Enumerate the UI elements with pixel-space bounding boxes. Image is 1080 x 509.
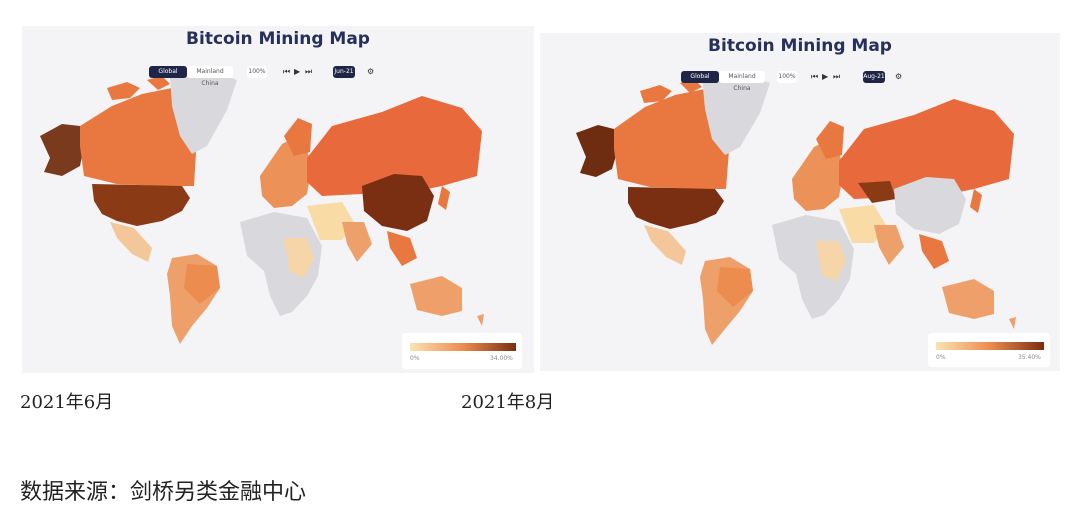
tab-mainland-china[interactable]: Mainland China [719, 71, 765, 92]
region-greenland [170, 70, 237, 154]
region-russia[interactable] [839, 99, 1014, 199]
region-alaska[interactable] [576, 125, 618, 177]
region-alaska[interactable] [40, 124, 84, 176]
map-title: Bitcoin Mining Map [186, 29, 370, 49]
region-united-states[interactable] [628, 187, 724, 229]
legend-min-label: 0% [936, 354, 946, 361]
region-kazakhstan[interactable] [858, 181, 896, 203]
legend-max-label: 35.40% [1018, 354, 1041, 361]
play-icon[interactable]: ▶ [294, 67, 301, 76]
map-panel-august: Bitcoin Mining Map Global Mainland China… [540, 33, 1060, 371]
region-china[interactable] [894, 177, 966, 234]
region-southeast-asia[interactable] [387, 231, 417, 266]
region-india[interactable] [874, 225, 904, 265]
world-map-august [576, 73, 1016, 345]
skip-back-icon[interactable]: ⏮ [811, 72, 819, 81]
zoom-level[interactable]: 100% [777, 71, 797, 83]
legend-min-label: 0% [410, 355, 420, 362]
map-title: Bitcoin Mining Map [708, 36, 892, 56]
region-japan [970, 189, 982, 213]
region-southeast-asia[interactable] [919, 234, 949, 269]
region-australia[interactable] [942, 279, 994, 319]
legend-max-label: 34.00% [490, 355, 513, 362]
map-legend: 0% 34.00% [402, 333, 522, 369]
zoom-level[interactable]: 100% [247, 66, 267, 78]
settings-icon[interactable]: ⚙ [895, 72, 903, 81]
legend-gradient [936, 342, 1044, 350]
region-brazil[interactable] [184, 264, 220, 304]
region-scandinavia[interactable] [816, 121, 844, 159]
region-mexico[interactable] [110, 222, 152, 262]
region-japan [438, 186, 450, 210]
play-icon[interactable]: ▶ [822, 72, 829, 81]
map-controls: Global Mainland China 100% ⏮ ▶ ⏭ Aug-21 … [681, 71, 921, 92]
region-middle-east[interactable] [839, 205, 886, 243]
region-scandinavia[interactable] [284, 118, 312, 156]
skip-back-icon[interactable]: ⏮ [283, 67, 291, 76]
region-united-states[interactable] [92, 184, 190, 226]
region-china[interactable] [362, 174, 434, 231]
legend-gradient [410, 343, 516, 351]
month-selector[interactable]: Jun-21 [333, 66, 355, 78]
caption-june: 2021年6月 [20, 392, 114, 413]
data-source-note: 数据来源：剑桥另类金融中心 [20, 480, 307, 505]
map-controls: Global Mainland China 100% ⏮ ▶ ⏭ Jun-21 … [149, 66, 389, 87]
region-canada[interactable] [80, 88, 197, 186]
month-selector[interactable]: Aug-21 [863, 71, 885, 83]
region-new-zealand [477, 314, 484, 326]
skip-forward-icon[interactable]: ⏭ [833, 72, 841, 81]
region-arctic-islands [640, 79, 702, 103]
skip-forward-icon[interactable]: ⏭ [305, 67, 313, 76]
tab-global[interactable]: Global [681, 71, 719, 83]
region-russia[interactable] [307, 96, 482, 196]
region-india[interactable] [342, 222, 372, 262]
region-middle-east[interactable] [307, 202, 354, 240]
region-arctic-islands [107, 76, 170, 100]
region-brazil[interactable] [717, 267, 753, 307]
region-africa-colored [816, 241, 846, 281]
region-australia[interactable] [410, 276, 462, 316]
region-mexico[interactable] [644, 225, 686, 265]
map-panel-june: Bitcoin Mining Map Global Mainland China… [22, 26, 534, 373]
region-africa-colored [284, 238, 314, 278]
tab-global[interactable]: Global [149, 66, 187, 78]
caption-august: 2021年8月 [461, 392, 555, 413]
world-map-june [40, 70, 484, 344]
region-greenland [702, 73, 770, 155]
map-legend: 0% 35.40% [928, 333, 1050, 367]
tab-mainland-china[interactable]: Mainland China [187, 66, 233, 87]
settings-icon[interactable]: ⚙ [367, 67, 375, 76]
region-canada[interactable] [614, 89, 730, 189]
region-new-zealand [1009, 317, 1016, 329]
